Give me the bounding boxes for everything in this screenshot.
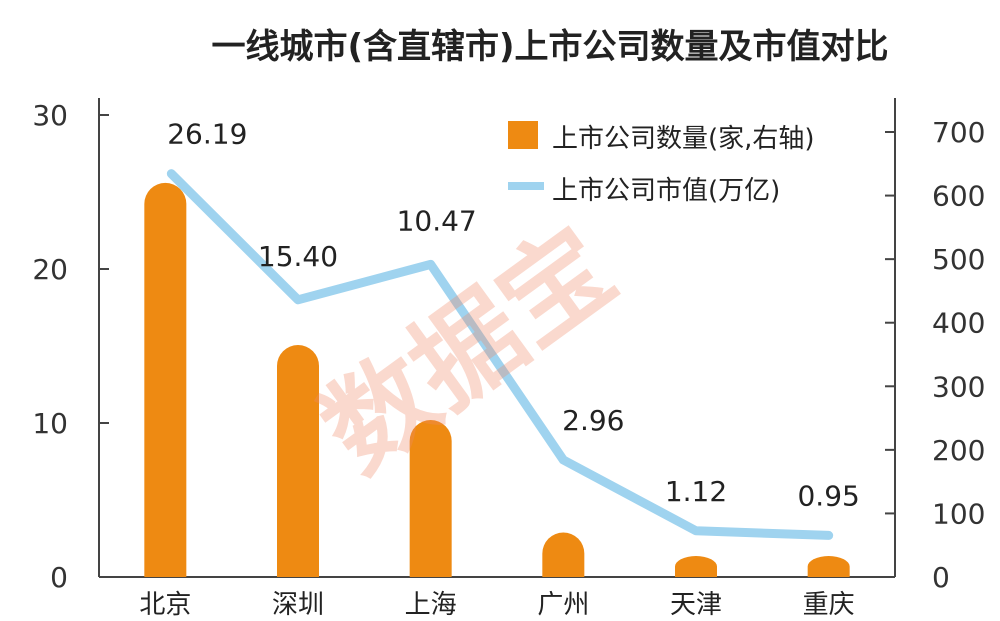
bar [277,344,319,577]
bar [807,556,850,577]
right-tick-label: 200 [932,434,985,467]
legend-swatch-bar [508,121,538,149]
right-tick-label: 400 [932,307,985,340]
left-tick-label: 0 [50,561,68,594]
data-label: 15.40 [258,240,338,273]
right-tick-label: 600 [932,180,985,213]
left-axis-ticks: 0 10 20 30 [32,99,109,594]
data-label: 26.19 [167,118,247,151]
legend-swatch-line [508,182,544,190]
line-series-path [166,169,834,540]
right-tick-label: 300 [932,370,985,403]
data-labels: 26.19 15.40 10.47 2.96 1.12 0.95 [167,118,860,513]
bar-series [144,182,850,577]
right-tick-label: 0 [932,561,950,594]
line-point [297,298,299,301]
right-tick-label: 700 [932,116,985,149]
data-label: 2.96 [562,404,624,437]
left-tick-label: 30 [32,99,68,132]
category-label: 深圳 [272,590,324,620]
line-point [170,172,173,175]
line-point [827,534,830,537]
watermark: 数据宝 [301,205,637,497]
line-series [166,169,834,540]
category-label: 北京 [139,590,191,620]
line-point [695,529,697,532]
data-label: 1.12 [665,475,727,508]
left-tick-label: 20 [32,253,68,286]
bar [542,532,585,577]
data-label: 10.47 [397,204,477,237]
legend-label-line: 上市公司市值(万亿) [552,176,780,206]
legend-label-bar: 上市公司数量(家,右轴) [552,124,815,154]
bar [675,556,717,577]
category-label: 上海 [405,590,457,620]
legend: 上市公司数量(家,右轴) 上市公司市值(万亿) [508,121,815,206]
line-point [562,458,565,461]
chart-title: 一线城市(含直辖市)上市公司数量及市值对比 [211,27,888,67]
category-label: 重庆 [803,590,855,620]
category-label: 天津 [670,590,722,620]
data-label: 0.95 [797,479,859,512]
bar [409,419,452,577]
category-label: 广州 [537,590,589,620]
bar [144,182,187,577]
right-tick-label: 500 [932,243,985,276]
right-axis-ticks: 0 100 200 300 400 500 600 700 [885,116,985,594]
category-labels: 北京 深圳 上海 广州 天津 重庆 [139,590,854,620]
right-tick-label: 100 [932,497,985,530]
left-tick-label: 10 [32,407,68,440]
axes [98,98,896,578]
line-point [429,263,432,266]
